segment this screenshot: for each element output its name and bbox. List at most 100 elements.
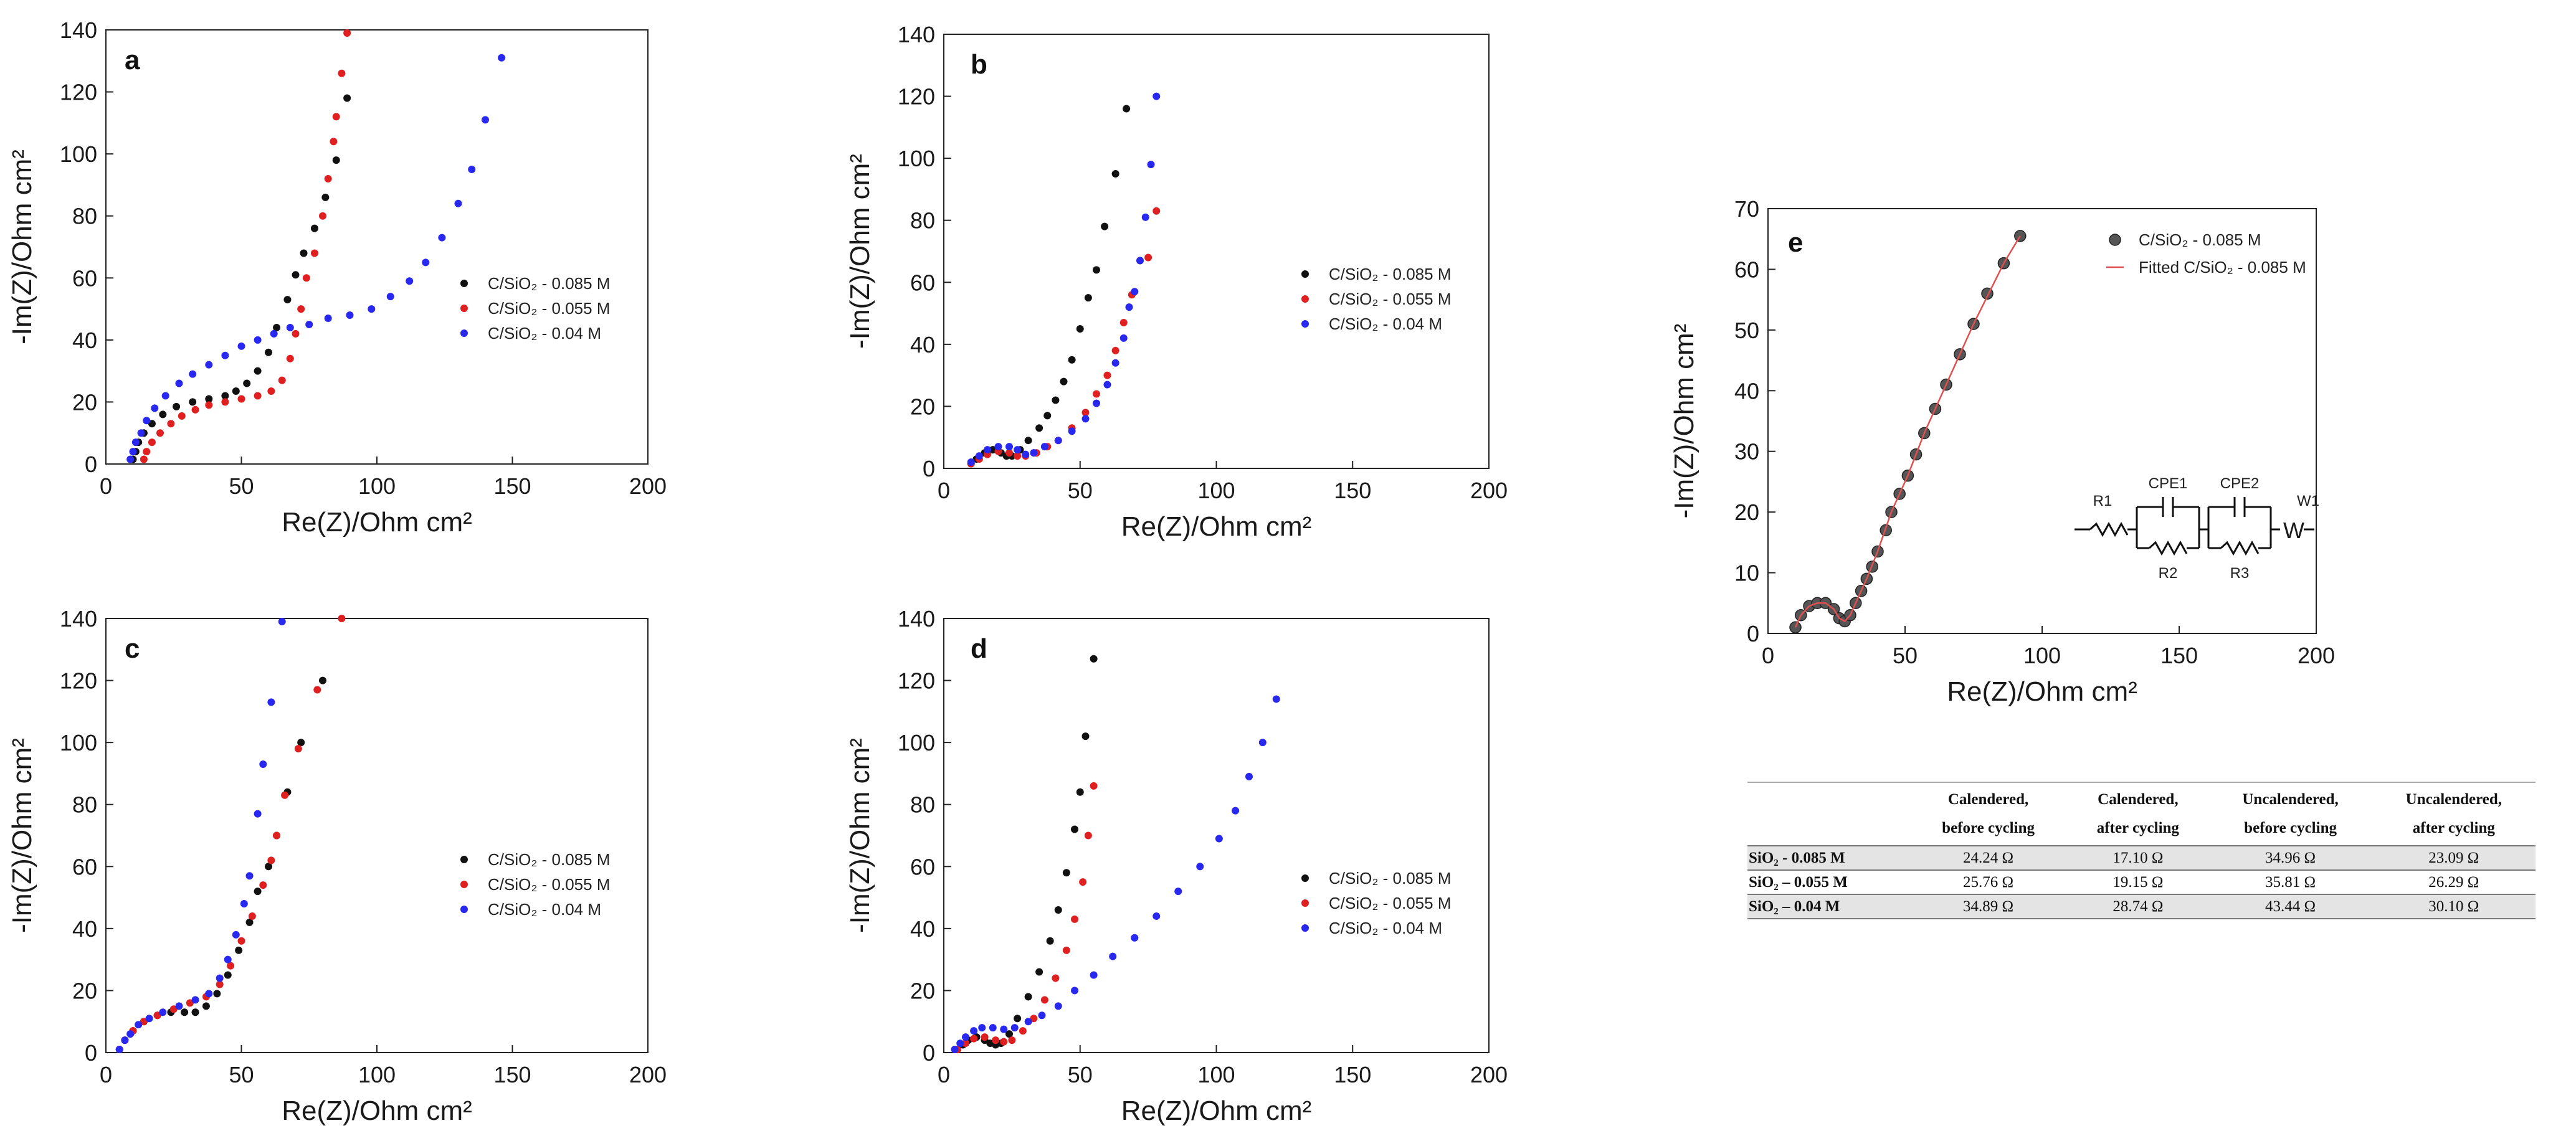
data-point xyxy=(1101,222,1109,230)
table-header-cell: Uncalendered, before cycling xyxy=(2242,791,2339,836)
data-point xyxy=(1090,782,1098,790)
data-point xyxy=(1008,1036,1016,1044)
legend-label: C/SiO₂ - 0.085 M xyxy=(1329,265,1452,283)
x-tick-label: 200 xyxy=(629,1062,667,1087)
data-point xyxy=(1060,377,1068,386)
legend-label: C/SiO₂ - 0.04 M xyxy=(488,900,601,919)
legend-label: C/SiO₂ - 0.04 M xyxy=(1329,919,1442,937)
table-header-cell: Calendered, before cycling xyxy=(1942,791,2035,836)
legend-swatch xyxy=(460,305,468,312)
data-point xyxy=(1084,831,1092,840)
data-point xyxy=(159,1008,167,1016)
table-cell: 25.76 Ω xyxy=(1909,869,2068,894)
data-point xyxy=(126,455,135,463)
y-tick-label: 20 xyxy=(72,389,97,415)
data-point xyxy=(981,1033,989,1041)
y-tick-label: 50 xyxy=(1734,318,1759,343)
data-point xyxy=(1024,437,1032,445)
table-cell: 34.89 Ω xyxy=(1909,894,2068,919)
data-point xyxy=(1174,888,1182,896)
table-header-cell xyxy=(1747,782,1909,846)
y-tick-label: 0 xyxy=(85,1040,97,1066)
data-point xyxy=(121,1036,129,1044)
y-tick-label: 100 xyxy=(898,730,935,755)
data-point xyxy=(235,946,243,954)
data-point xyxy=(191,1008,199,1016)
data-point xyxy=(498,54,506,62)
data-point xyxy=(956,1039,964,1048)
data-point xyxy=(1076,324,1084,333)
data-point xyxy=(332,156,340,164)
data-point xyxy=(129,448,137,456)
data-point xyxy=(153,1011,161,1020)
capacitor-symbol xyxy=(2233,497,2246,517)
data-point xyxy=(161,392,169,400)
x-tick-label: 100 xyxy=(358,473,396,499)
legend-label: C/SiO₂ - 0.04 M xyxy=(488,324,601,343)
legend-swatch xyxy=(460,280,468,287)
data-point xyxy=(148,438,156,447)
data-point xyxy=(1005,443,1013,451)
data-point xyxy=(2014,230,2027,242)
y-tick-label: 40 xyxy=(910,916,935,942)
data-point xyxy=(286,323,294,331)
data-point xyxy=(346,311,354,320)
data-point xyxy=(1111,346,1119,354)
x-tick-label: 0 xyxy=(938,478,950,503)
data-point xyxy=(305,320,313,328)
data-point xyxy=(1245,772,1253,780)
x-tick-label: 150 xyxy=(493,473,531,499)
data-point xyxy=(1071,825,1078,833)
nyquist-plot-b: 0 50 100 150 200 0 20 40 60 80 100 120 140 Re(Z)/Ohm … xyxy=(845,22,1508,542)
data-point xyxy=(1093,266,1100,274)
data-point xyxy=(1103,381,1111,389)
y-tick-label: 140 xyxy=(898,606,935,632)
nyquist-plot-c: 0 50 100 150 200 0 20 40 60 80 100 120 140 Re(Z)/Ohm … xyxy=(7,606,667,1126)
table-cell: 26.29 Ω xyxy=(2372,869,2536,894)
data-point xyxy=(267,698,275,706)
data-point xyxy=(994,443,1002,451)
y-tick-label: 60 xyxy=(910,270,935,295)
table-row: SiO₂ - 0.085 M 24.24 Ω 17.10 Ω 34.96 Ω 2… xyxy=(1747,845,2536,870)
legend-swatch xyxy=(460,881,468,888)
data-point xyxy=(386,293,394,301)
data-point xyxy=(278,617,286,625)
data-point xyxy=(205,990,213,998)
y-axis-title: -Im(Z)/Ohm cm² xyxy=(7,149,37,344)
table-cell: 30.10 Ω xyxy=(2372,894,2536,919)
data-point xyxy=(1040,443,1048,451)
y-tick-label: 100 xyxy=(60,141,97,167)
equivalent-circuit xyxy=(2075,497,2314,556)
data-point xyxy=(1084,294,1092,302)
data-point xyxy=(321,193,330,201)
data-point xyxy=(1272,695,1280,703)
data-point xyxy=(1014,446,1022,454)
data-point xyxy=(1076,788,1084,796)
data-point xyxy=(294,745,302,753)
legend-swatch xyxy=(1301,874,1309,882)
x-tick-label: 100 xyxy=(1197,478,1235,503)
data-point xyxy=(319,212,326,220)
legend-swatch xyxy=(1301,899,1309,907)
data-point xyxy=(1081,409,1090,417)
data-point xyxy=(265,348,272,356)
data-point xyxy=(1090,655,1098,663)
fit-line xyxy=(1794,235,2021,628)
data-point xyxy=(1040,996,1048,1004)
legend-label: C/SiO₂ - 0.055 M xyxy=(488,875,611,894)
x-tick-label: 50 xyxy=(1068,1062,1093,1087)
panel-label: d xyxy=(971,633,987,664)
data-point xyxy=(1054,1002,1062,1010)
table-row-label: SiO₂ – 0.04 M xyxy=(1747,894,1909,919)
data-point xyxy=(338,69,346,77)
legend-label: C/SiO₂ - 0.055 M xyxy=(488,299,611,318)
data-point xyxy=(221,398,229,406)
panel-label: c xyxy=(125,633,140,664)
data-point xyxy=(292,271,300,279)
data-point xyxy=(324,315,332,323)
data-point xyxy=(1035,424,1043,432)
circuit-label-r1: R1 xyxy=(2093,493,2113,509)
data-point xyxy=(297,305,305,313)
y-tick-label: 100 xyxy=(60,730,97,755)
y-tick-label: 60 xyxy=(72,854,97,879)
